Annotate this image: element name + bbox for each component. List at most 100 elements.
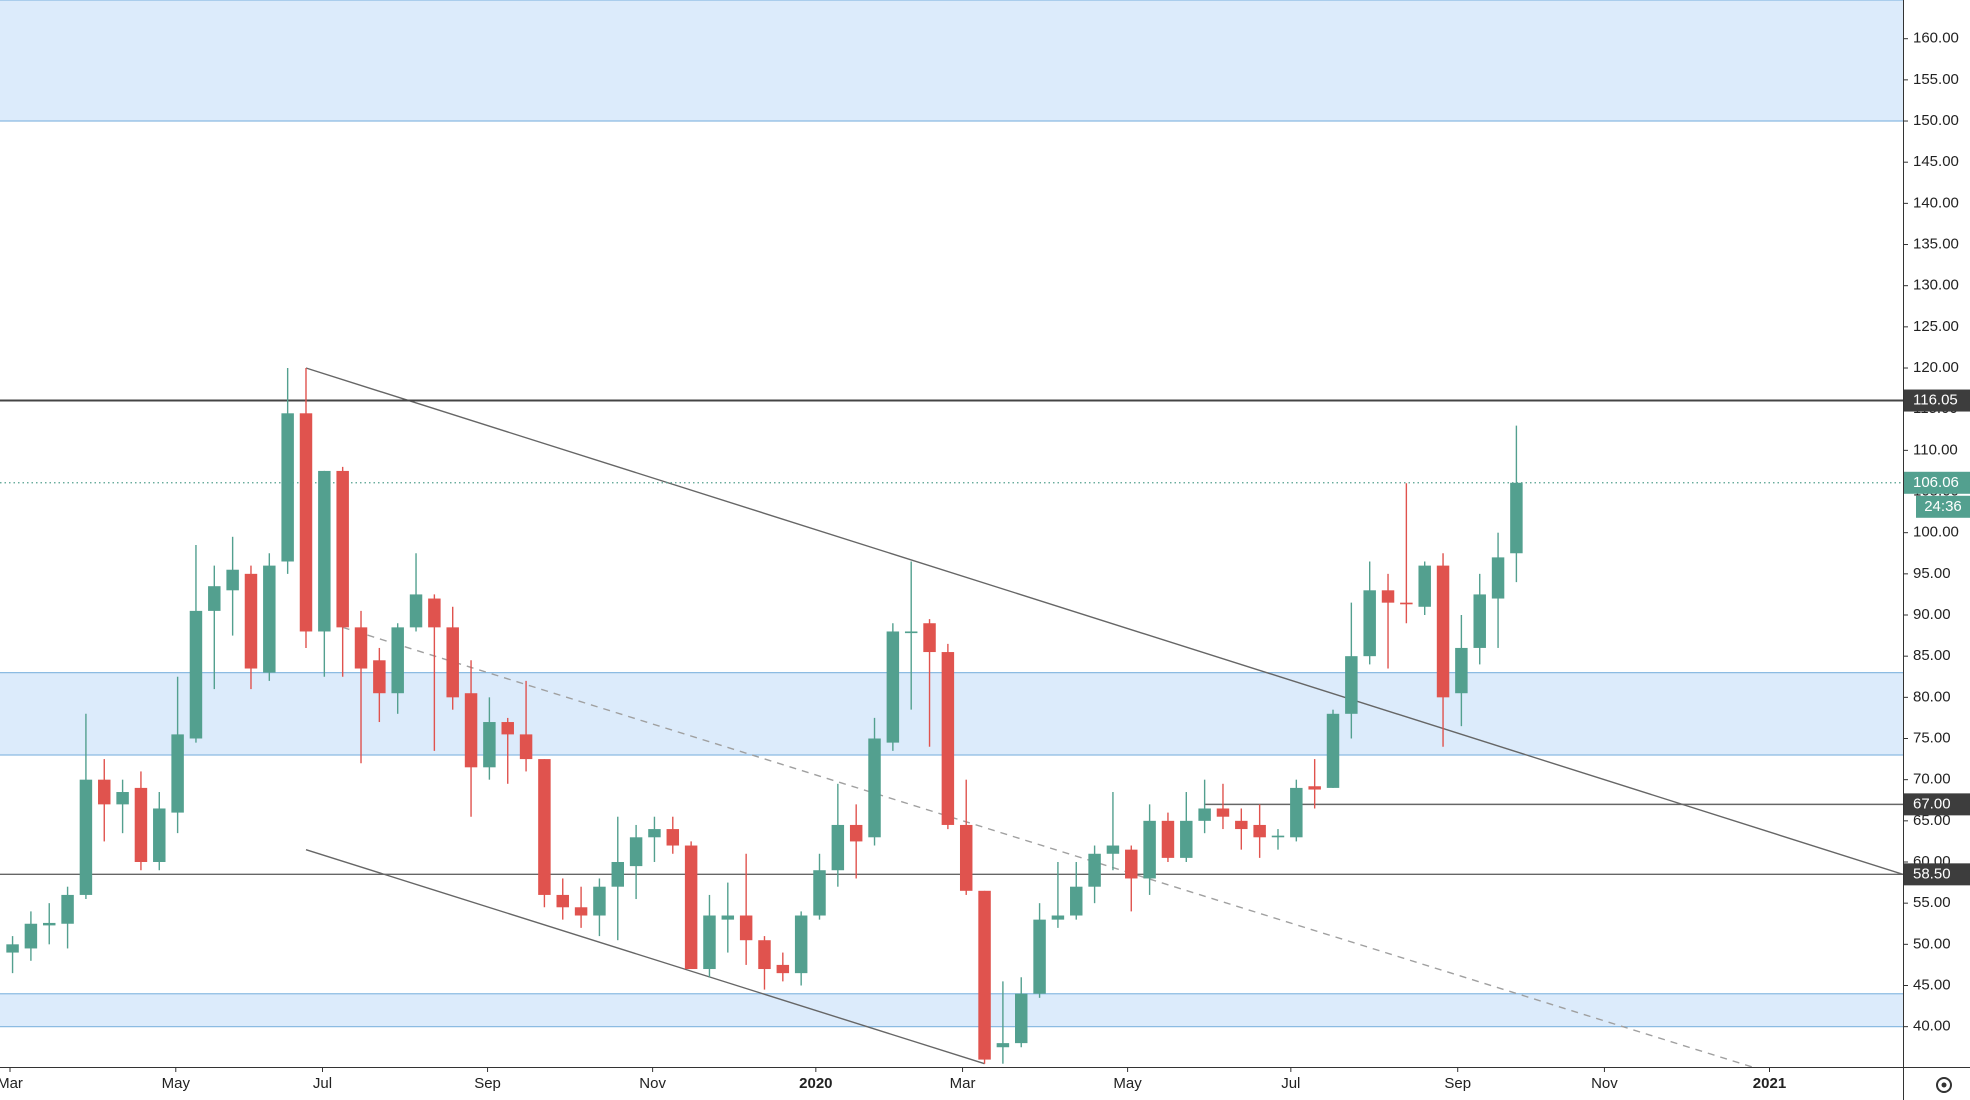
candle-body (721, 915, 735, 920)
x-tick-label: May (1113, 1075, 1142, 1092)
y-tick-label: 135.00 (1913, 235, 1959, 252)
candle-body (134, 787, 148, 862)
candle-body (354, 627, 368, 669)
level-tag: 67.00 (1904, 793, 1970, 816)
candle-body (1051, 915, 1065, 920)
x-tick-label: Nov (1591, 1075, 1618, 1092)
candle-body (1235, 820, 1248, 830)
candle-body (996, 1043, 1010, 1048)
candle-body (978, 890, 991, 1060)
x-tick-label: Jul (313, 1075, 332, 1092)
candle-body (593, 886, 606, 916)
x-tick-label: 2020 (799, 1075, 832, 1092)
trendline (305, 367, 1903, 876)
zone (0, 993, 1903, 1027)
settings-icon[interactable] (1936, 1077, 1952, 1093)
candle-body (409, 594, 423, 628)
level-tag: 116.05 (1904, 389, 1970, 412)
y-tick-label: 50.00 (1913, 935, 1951, 952)
settings-gear[interactable] (1936, 1077, 1952, 1093)
candle-body (336, 470, 349, 628)
level-tag-label: 67.00 (1913, 795, 1951, 812)
candle-body (666, 829, 680, 846)
candle-body (6, 944, 19, 953)
candle-body (43, 922, 56, 926)
candle-body (1455, 647, 1468, 694)
candle-body (281, 413, 294, 562)
y-tick-label: 130.00 (1913, 277, 1959, 294)
zone (0, 0, 1903, 122)
candle-body (171, 734, 184, 813)
candle-body (1381, 590, 1395, 603)
candle-body (739, 915, 753, 941)
candle-body (153, 808, 166, 862)
candle-body (1290, 787, 1303, 838)
level-tag-bg (1904, 389, 1970, 412)
y-tick-label: 155.00 (1913, 71, 1959, 88)
settings-gear-center[interactable] (1941, 1082, 1947, 1088)
level-tag-bg (1904, 793, 1970, 816)
y-tick-label: 100.00 (1913, 524, 1959, 541)
y-tick-label: 75.00 (1913, 729, 1951, 746)
candle-body (1363, 590, 1376, 657)
candle-body (831, 824, 845, 871)
last-price-tag: 106.06 (1904, 471, 1970, 494)
y-tick-label: 150.00 (1913, 112, 1959, 129)
y-tick-label: 45.00 (1913, 976, 1951, 993)
x-tick-label: 2021 (1753, 1075, 1786, 1092)
candle-body (318, 470, 331, 632)
candle-body (483, 722, 496, 768)
level-tag-label: 58.50 (1913, 865, 1951, 882)
candle-body (98, 779, 111, 805)
y-tick-label: 145.00 (1913, 153, 1959, 170)
candle-body (648, 829, 661, 838)
candle-body (1106, 845, 1120, 854)
candle-body (61, 894, 74, 924)
candle-body (758, 940, 771, 970)
candle-body (373, 660, 386, 694)
y-tick-label: 55.00 (1913, 894, 1951, 911)
candle-body (1345, 656, 1358, 714)
x-tick-label: Mar (0, 1075, 23, 1092)
x-tick-label: Nov (639, 1075, 666, 1092)
candle-body (941, 652, 955, 825)
candle-body (1198, 808, 1211, 821)
candle-body (1271, 835, 1285, 838)
y-tick-label: 70.00 (1913, 771, 1951, 788)
candle-body (868, 738, 881, 838)
y-tick-label: 110.00 (1913, 441, 1958, 458)
candle-body (849, 824, 863, 842)
candle-body (189, 610, 203, 739)
candle-body (904, 631, 918, 634)
candle-body (1326, 713, 1340, 788)
candle-body (1400, 602, 1413, 605)
level-tag-label: 116.05 (1913, 392, 1958, 409)
y-tick-label: 140.00 (1913, 194, 1959, 211)
candle-body (611, 861, 625, 887)
countdown-bg (1916, 495, 1970, 518)
x-tick-label: Sep (1444, 1075, 1471, 1092)
candle-body (24, 923, 38, 949)
candle-body (629, 837, 643, 867)
candle-body (464, 693, 478, 768)
candle-body (813, 870, 826, 916)
candle-body (1161, 820, 1175, 858)
y-tick-label: 90.00 (1913, 606, 1951, 623)
candle-body (501, 722, 514, 735)
candle-body (1253, 824, 1266, 838)
candle-body (1491, 557, 1505, 599)
candle-body (794, 915, 808, 974)
level-tag-bg (1904, 863, 1970, 886)
candle-body (1473, 594, 1486, 648)
candle-body (959, 824, 973, 891)
candle-body (1033, 919, 1046, 994)
candle-body (538, 759, 551, 895)
plot-area (0, 0, 1903, 1067)
candle-body (244, 573, 258, 669)
candle-body (703, 915, 716, 970)
candle-body (1088, 853, 1101, 887)
candle-body (1436, 565, 1450, 698)
y-tick-label: 40.00 (1913, 1018, 1951, 1035)
countdown-label: 24:36 (1924, 498, 1962, 515)
